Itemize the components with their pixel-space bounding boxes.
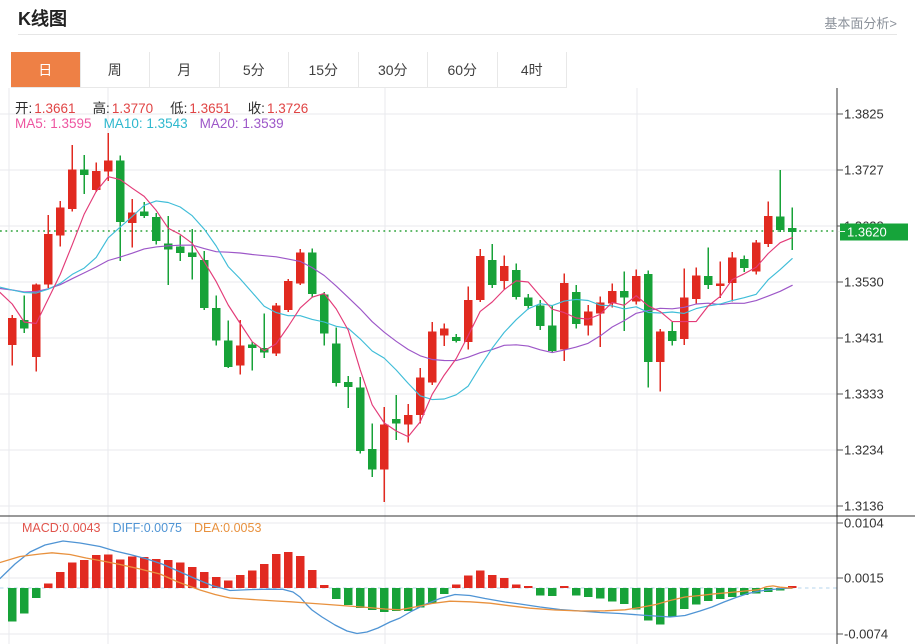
svg-text:1.3234: 1.3234 xyxy=(844,443,884,458)
svg-text:1.3825: 1.3825 xyxy=(844,107,884,122)
svg-text:1.3136: 1.3136 xyxy=(844,499,884,514)
svg-text:1.3431: 1.3431 xyxy=(844,331,884,346)
svg-text:0.0104: 0.0104 xyxy=(844,516,884,531)
svg-text:1.3333: 1.3333 xyxy=(844,387,884,402)
svg-text:1.3727: 1.3727 xyxy=(844,163,884,178)
svg-text:1.3530: 1.3530 xyxy=(844,275,884,290)
svg-text:0.0015: 0.0015 xyxy=(844,571,884,586)
svg-text:-0.0074: -0.0074 xyxy=(844,627,888,642)
svg-text:1.3620: 1.3620 xyxy=(847,225,887,240)
